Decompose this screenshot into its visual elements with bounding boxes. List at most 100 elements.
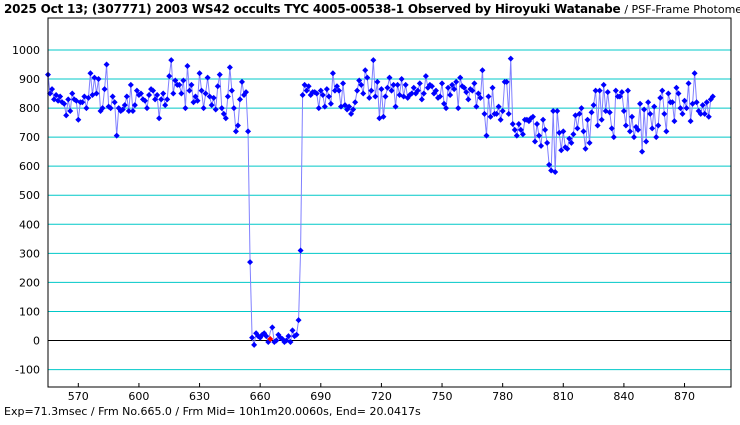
data-point: [487, 113, 494, 120]
data-point: [428, 83, 435, 90]
data-point: [568, 139, 575, 146]
data-point: [588, 109, 595, 116]
data-point: [534, 121, 541, 128]
data-point: [220, 110, 227, 117]
data-point: [455, 105, 462, 112]
data-point: [554, 107, 561, 114]
data-point: [388, 87, 395, 94]
data-point: [665, 90, 672, 97]
plot-border: [47, 17, 732, 388]
data-point: [168, 57, 175, 64]
data-point: [234, 122, 241, 129]
data-point: [590, 102, 597, 109]
data-point: [350, 106, 357, 113]
data-point: [144, 105, 151, 112]
data-point: [238, 78, 245, 85]
data-point: [473, 103, 480, 110]
data-point: [566, 135, 573, 142]
data-point: [372, 93, 379, 100]
data-point: [249, 334, 256, 341]
data-point: [645, 99, 652, 106]
data-point: [186, 87, 193, 94]
data-point: [536, 132, 543, 139]
data-point: [162, 102, 169, 109]
data-point: [693, 99, 700, 106]
data-point: [327, 100, 334, 107]
data-point: [495, 103, 502, 110]
data-point: [131, 102, 138, 109]
data-point: [146, 91, 153, 98]
data-point: [63, 112, 70, 119]
data-point: [93, 90, 100, 97]
data-point: [503, 78, 510, 85]
data-point: [101, 86, 108, 93]
data-point: [515, 121, 522, 128]
data-point: [178, 90, 185, 97]
data-point: [661, 110, 668, 117]
x-tick-label: 660: [250, 390, 271, 403]
data-point: [540, 116, 547, 123]
data-point: [685, 80, 692, 87]
data-point: [129, 107, 136, 114]
data-point: [402, 81, 409, 88]
y-tick-label: 0: [33, 335, 40, 348]
data-point: [200, 105, 207, 112]
y-tick-label: 700: [19, 131, 40, 144]
data-point: [196, 70, 203, 77]
data-point: [313, 90, 320, 97]
data-point: [348, 110, 355, 117]
data-point: [511, 126, 518, 133]
x-tick-label: 780: [492, 390, 513, 403]
y-tick-label: 200: [19, 276, 40, 289]
data-point: [236, 96, 243, 103]
data-point: [606, 109, 613, 116]
data-point: [79, 99, 86, 106]
data-point: [321, 103, 328, 110]
chart-title: 2025 Oct 13; (307771) 2003 WS42 occults …: [4, 2, 740, 16]
data-point: [208, 102, 215, 109]
data-point: [172, 77, 179, 84]
y-tick-label: 600: [19, 160, 40, 173]
data-point: [509, 121, 516, 128]
data-point: [103, 61, 110, 68]
data-point: [574, 125, 581, 132]
data-point: [671, 118, 678, 125]
plot-frame: [47, 17, 732, 388]
data-point: [439, 80, 446, 87]
data-point: [416, 80, 423, 87]
data-point: [384, 84, 391, 91]
data-point: [204, 74, 211, 81]
data-point: [156, 115, 163, 122]
data-point: [170, 90, 177, 97]
y-tick-label: 500: [19, 189, 40, 202]
data-point: [519, 131, 526, 138]
data-point: [216, 71, 223, 78]
data-point: [497, 116, 504, 123]
data-point: [331, 87, 338, 94]
data-point: [669, 99, 676, 106]
data-point: [600, 81, 607, 88]
data-point: [414, 87, 421, 94]
data-point: [263, 333, 270, 340]
data-point: [481, 110, 488, 117]
data-point: [69, 90, 76, 97]
data-point: [461, 84, 468, 91]
x-tick-labels: 570 600 630 660 690 720 750 780 810 840 870: [68, 390, 695, 403]
y-tick-label: 1000: [12, 44, 40, 57]
y-tick-label: 300: [19, 247, 40, 260]
data-point: [269, 324, 276, 331]
data-point: [394, 81, 401, 88]
data-point: [709, 93, 716, 100]
chart-title-main: 2025 Oct 13; (307771) 2003 WS42 occults …: [4, 2, 621, 16]
data-point: [378, 86, 385, 93]
data-point: [273, 337, 280, 344]
data-point: [247, 259, 254, 266]
data-point: [691, 70, 698, 77]
data-point: [531, 138, 538, 145]
data-point: [230, 105, 237, 112]
data-point: [150, 87, 157, 94]
data-point: [422, 73, 429, 80]
data-point: [507, 55, 514, 62]
data-point: [368, 87, 375, 94]
data-point: [109, 93, 116, 100]
